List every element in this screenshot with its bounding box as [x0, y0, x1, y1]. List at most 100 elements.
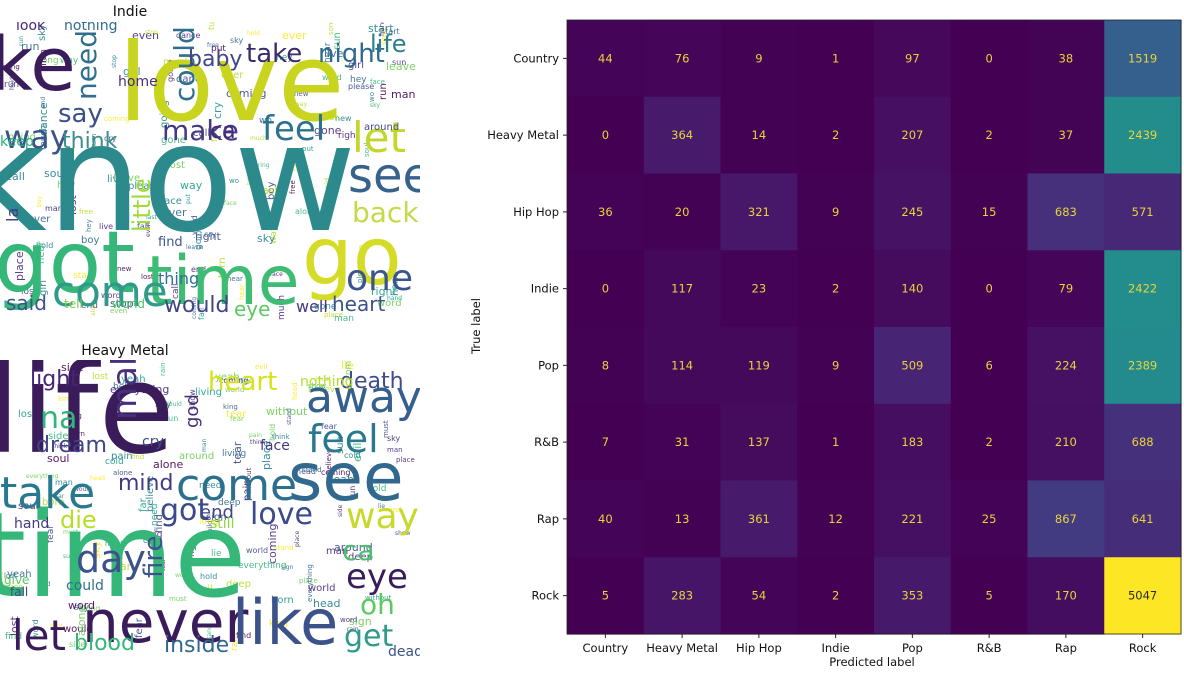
heatmap-cell — [1027, 173, 1105, 251]
wordcloud-filler-word: call — [193, 128, 210, 139]
wordcloud-filler-word: soul — [18, 501, 38, 512]
wordcloud-filler-word: find — [131, 453, 144, 461]
heatmap-cell — [643, 173, 722, 251]
wordcloud-word: well — [296, 297, 328, 316]
heatmap-cell-label: 688 — [1132, 435, 1154, 449]
heatmap-cell-label: 114 — [671, 358, 693, 372]
wordcloud-filler-word: wo — [368, 92, 376, 102]
heatmap-cell — [1027, 327, 1105, 405]
wordcloud-filler-word: put — [211, 44, 226, 54]
wordcloud-word: end — [200, 502, 234, 523]
heatmap-cell — [797, 480, 875, 558]
wordcloud-filler-word: cry — [204, 230, 217, 239]
wordcloud-word: god — [182, 394, 203, 428]
heatmap-cell-label: 1 — [832, 435, 839, 449]
wordcloud-filler-word: head — [90, 475, 105, 482]
wordcloud-word: back — [352, 196, 419, 229]
wordcloud-filler-word: soul — [50, 623, 63, 630]
heatmap-cell-label: 210 — [1055, 435, 1077, 449]
wordcloud-filler-word: side — [69, 640, 85, 649]
heatmap-cell — [797, 250, 875, 328]
wordcloud-filler-word: place — [396, 456, 415, 464]
wordcloud-filler-word: evil — [195, 584, 213, 595]
x-tick-label: Rock — [1129, 641, 1157, 655]
wordcloud-filler-word: new — [294, 90, 309, 98]
wordcloud-word: life — [0, 360, 175, 482]
wordcloud-filler-word: right — [195, 230, 222, 243]
wordcloud-word: death — [340, 369, 404, 394]
heatmap-cell-label: 321 — [748, 205, 770, 219]
wordcloud-filler-word: coming — [191, 297, 198, 319]
heatmap-cell — [797, 173, 875, 251]
heatmap-cell-label: 1519 — [1128, 51, 1157, 65]
heatmap-cell-label: 7 — [602, 435, 609, 449]
wordcloud-filler-word: right — [371, 285, 398, 298]
heatmap-cell-label: 2 — [832, 128, 839, 142]
heatmap-cell-label: 0 — [602, 282, 609, 296]
wordcloud-filler-word: alone — [75, 606, 88, 636]
wordcloud-filler-word: free — [79, 208, 93, 216]
wordcloud-filler-word: stop — [145, 29, 158, 36]
wordcloud-filler-word: lost — [92, 372, 109, 382]
heatmap-cell — [1104, 20, 1182, 98]
y-tick-label: Rock — [532, 589, 560, 603]
wordcloud-filler-word: way — [295, 101, 308, 108]
wordcloud-filler-word: side — [61, 361, 84, 374]
wordcloud-filler-word: word — [101, 291, 121, 300]
wordcloud-filler-word: wo — [229, 177, 239, 185]
wordcloud-filler-word: think — [250, 439, 266, 446]
wordcloud-word: fall — [10, 585, 28, 599]
wordcloud-filler-word: new — [335, 114, 352, 123]
heatmap-cell — [1027, 250, 1105, 328]
wordcloud-filler-word: king — [67, 412, 82, 420]
wordcloud-word: dead — [388, 644, 420, 656]
wordcloud-filler-word: boy — [81, 235, 99, 246]
wordcloud-word: nothing — [300, 374, 353, 390]
wordcloud-filler-word: believe — [145, 476, 156, 512]
wordcloud-filler-word: place — [155, 196, 182, 207]
heatmap-cell — [567, 327, 645, 405]
x-tick-label: Rap — [1055, 641, 1077, 655]
wordcloud-word: see — [348, 148, 420, 204]
wordcloud-word: say — [58, 99, 103, 129]
wordcloud-filler-word: sun — [332, 32, 343, 50]
heatmap-cell — [950, 173, 1029, 251]
heatmap-cell — [1104, 250, 1182, 328]
wordcloud-filler-word: coming — [226, 87, 267, 100]
wordcloud-filler-word: last — [259, 184, 280, 197]
wordcloud-filler-word: ever — [221, 70, 244, 81]
wordcloud-filler-word: must — [382, 420, 390, 438]
heatmap-cell-label: 2439 — [1128, 128, 1157, 142]
wordcloud-filler-word: fall — [137, 222, 149, 231]
wordcloud-filler-word: dance — [176, 74, 206, 85]
wordcloud-word: tell — [64, 297, 83, 311]
heatmap-cell-label: 6 — [985, 358, 992, 372]
wordcloud-filler-word: face — [270, 271, 283, 278]
wordcloud-filler-word: deep — [218, 498, 241, 508]
heatmap-cell-label: 867 — [1055, 512, 1077, 526]
heatmap-cell — [1027, 20, 1105, 98]
heatmap-cell — [874, 403, 952, 482]
wordcloud-filler-word: living — [4, 583, 23, 591]
wordcloud-filler-word: free — [207, 42, 219, 49]
wordcloud-filler-word: believe — [325, 449, 333, 474]
wordcloud-filler-word: yeah — [215, 372, 240, 383]
wordcloud-filler-word: girl — [123, 65, 141, 78]
wordcloud-filler-word: without — [266, 405, 308, 418]
wordcloud-word: would — [164, 293, 229, 318]
heatmap-cell-label: 364 — [671, 128, 693, 142]
wordcloud-filler-word: child — [0, 572, 5, 586]
wordcloud-filler-word: cold — [105, 457, 124, 467]
wordcloud-filler-word: much — [163, 57, 191, 68]
wordcloud-filler-word: cry — [104, 134, 117, 143]
wordcloud-word: life — [370, 30, 407, 58]
wordcloud-filler-word: word — [68, 599, 95, 612]
wordcloud-filler-word: hand — [378, 22, 386, 36]
wordcloud-word: make — [162, 114, 239, 147]
wordcloud-filler-word: hey — [57, 180, 75, 191]
heatmap-cell-label: 117 — [671, 282, 693, 296]
wordcloud-filler-word: everything — [238, 561, 287, 571]
wordcloud-filler-word: sky — [230, 36, 244, 45]
wordcloud-filler-word: sign — [206, 512, 227, 523]
wordcloud-filler-word: sun — [348, 486, 357, 500]
